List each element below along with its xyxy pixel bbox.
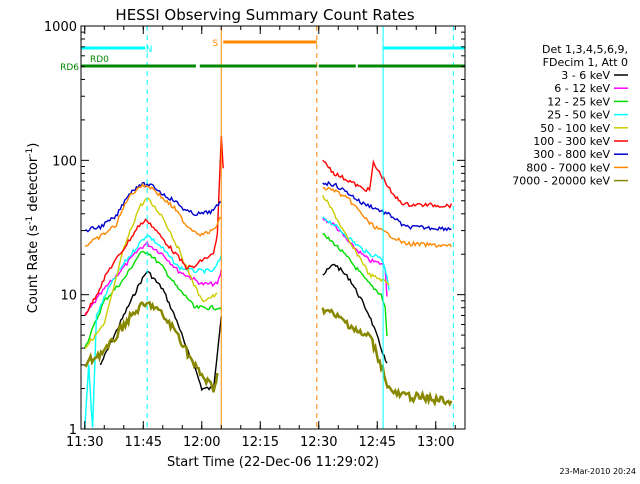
status-bar-label: RD6 xyxy=(60,63,79,73)
series-line xyxy=(322,216,390,291)
series-line xyxy=(322,263,388,364)
series-line xyxy=(322,194,390,286)
legend-label: 6 - 12 keV xyxy=(554,82,610,95)
legend-label: 7000 - 20000 keV xyxy=(512,175,610,188)
legend-label: 3 - 6 keV xyxy=(561,69,610,82)
plot-frame xyxy=(80,25,466,430)
series-line xyxy=(322,159,453,209)
legend-header-decimation: FDecim 1, Att 0 xyxy=(543,56,628,69)
x-tick-label: 12:30 xyxy=(300,435,337,450)
y-tick-label: 1 xyxy=(69,423,77,438)
x-tick-label: 12:15 xyxy=(242,435,279,450)
y-axis-label: Count Rate (s-1 detector-1) xyxy=(25,143,41,314)
series-line xyxy=(322,232,388,337)
chart-title: HESSI Observing Summary Count Rates xyxy=(115,6,414,24)
y-axis-label-detector: detector xyxy=(26,156,41,216)
status-bar-marker: N xyxy=(146,45,153,55)
y-axis-label-superscript-2: -1 xyxy=(25,148,35,157)
legend-label: 800 - 7000 keV xyxy=(526,161,610,174)
legend: Det 1,3,4,5,6,9, FDecim 1, Att 0 3 - 6 k… xyxy=(512,43,628,188)
x-axis-label: Start Time (22-Dec-06 11:29:02) xyxy=(167,455,379,470)
series-line xyxy=(84,300,219,393)
status-bar-label: RD0 xyxy=(90,55,109,65)
y-axis-label-main: Count Rate (s xyxy=(26,225,41,314)
series-line xyxy=(84,240,222,316)
axis-ticks: 11:30 11:45 12:00 12:15 12:30 12:45 13:00 1 10 10… xyxy=(44,20,465,450)
legend-label: 12 - 25 keV xyxy=(547,95,610,108)
series-line xyxy=(84,197,218,349)
series-line xyxy=(84,182,222,233)
x-tick-label: 11:45 xyxy=(125,435,162,450)
legend-label: 50 - 100 keV xyxy=(540,122,610,135)
legend-label: 100 - 300 keV xyxy=(533,135,610,148)
status-bar-layer: N RD0 RD6 S xyxy=(60,39,465,73)
series-line xyxy=(84,182,222,247)
status-bar-marker: S xyxy=(213,39,219,49)
series-line xyxy=(84,234,222,429)
timestamp: 23-Mar-2010 20:24 xyxy=(560,467,637,476)
legend-label: 25 - 50 keV xyxy=(547,109,610,122)
y-axis-label-superscript: -1 xyxy=(25,216,35,225)
x-tick-label: 11:30 xyxy=(66,435,103,450)
y-tick-label: 1000 xyxy=(44,20,77,35)
series-layer xyxy=(84,135,453,429)
y-tick-label: 10 xyxy=(60,289,77,304)
x-tick-label: 13:00 xyxy=(417,435,454,450)
series-line xyxy=(322,180,452,232)
series-line xyxy=(84,250,222,349)
series-line xyxy=(322,186,452,249)
x-tick-label: 12:45 xyxy=(359,435,396,450)
y-axis-label-close: ) xyxy=(26,143,41,148)
series-line xyxy=(84,135,224,316)
vertical-marker-layer xyxy=(146,26,454,429)
y-tick-label: 100 xyxy=(52,154,77,169)
series-line xyxy=(321,307,453,407)
legend-header-detectors: Det 1,3,4,5,6,9, xyxy=(542,43,628,56)
x-tick-label: 12:00 xyxy=(183,435,220,450)
legend-label: 300 - 800 keV xyxy=(533,148,610,161)
